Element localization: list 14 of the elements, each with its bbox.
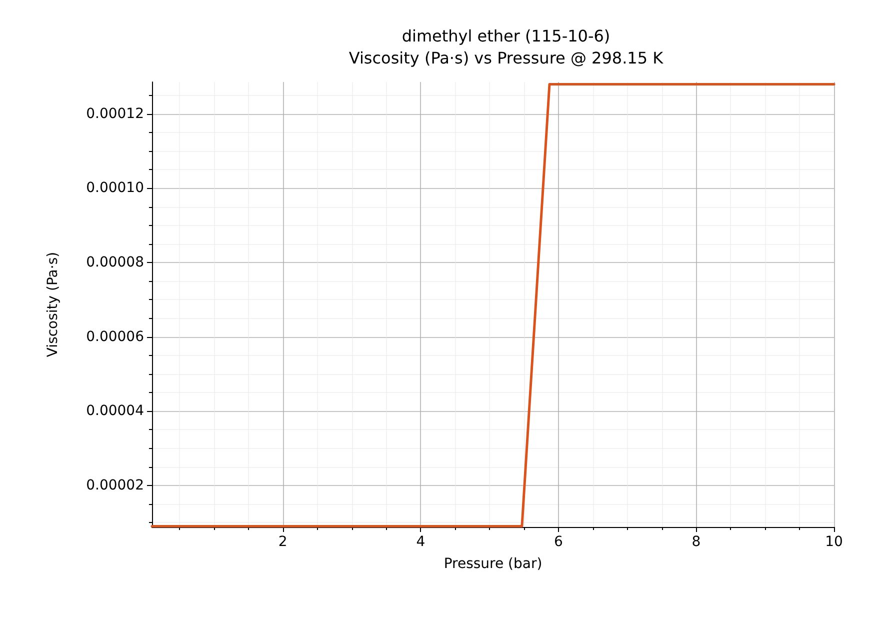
x-tick-label: 2 xyxy=(278,534,288,550)
x-tick-label: 6 xyxy=(554,534,563,550)
chart-title: dimethyl ether (115-10-6) Viscosity (Pa·s) vs Pressure @ 298.15 K xyxy=(348,26,664,68)
y-tick-label: 0.00010 xyxy=(86,180,144,196)
x-axis-title: Pressure (bar) xyxy=(444,556,542,572)
y-tick-label: 0.00004 xyxy=(86,403,144,420)
x-tick-label: 8 xyxy=(692,534,701,550)
y-axis-title: Viscosity (Pa·s) xyxy=(45,252,61,358)
x-tick-label: 10 xyxy=(825,534,843,550)
y-tick-label: 0.00002 xyxy=(86,477,144,494)
y-tick-label: 0.00008 xyxy=(86,254,144,271)
y-tick-label: 0.00012 xyxy=(86,106,144,122)
x-tick-label: 4 xyxy=(416,534,426,550)
y-tick-label: 0.00006 xyxy=(86,328,144,345)
